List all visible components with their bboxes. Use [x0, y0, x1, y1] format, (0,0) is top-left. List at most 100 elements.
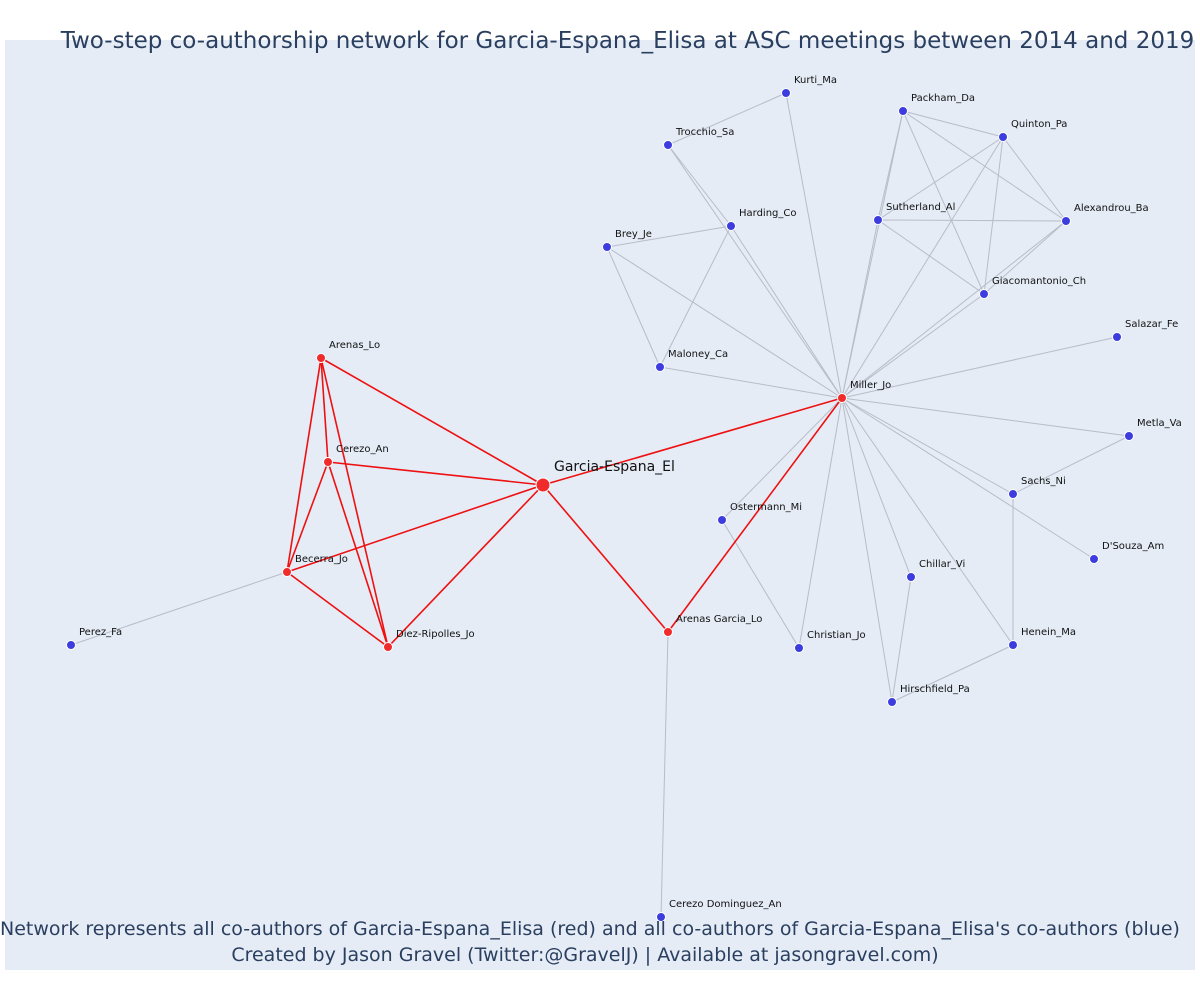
edge-harding-co-brey-je	[606, 225, 732, 248]
node-d-souza-am[interactable]	[1089, 554, 1099, 564]
node-kurti-ma[interactable]	[781, 88, 791, 98]
node-label-ostermann-mi: Ostermann_Mi	[730, 502, 802, 513]
edge-ostermann-mi-christian-jo	[721, 519, 800, 649]
node-alexandrou-ba[interactable]	[1061, 216, 1071, 226]
edge-miller-jo-brey-je	[606, 246, 843, 399]
node-label-sachs-ni: Sachs_Ni	[1021, 476, 1066, 487]
edge-miller-jo-alexandrou-ba	[841, 220, 1067, 399]
edge-miller-jo-christian-jo	[798, 397, 843, 649]
edge-miller-jo-giacomantonio-ch	[841, 293, 985, 399]
node-label-kurti-ma: Kurti_Ma	[794, 75, 837, 86]
edge-miller-jo-harding-co	[730, 225, 843, 399]
edge-becerra-jo-perez-fa	[70, 571, 288, 646]
node-label-christian-jo: Christian_Jo	[807, 630, 866, 641]
node-label-metla-va: Metla_Va	[1137, 418, 1182, 429]
plot-background	[5, 40, 1195, 970]
node-label-trocchio-sa: Trocchio_Sa	[675, 127, 734, 138]
edge-kurti-ma-trocchio-sa	[667, 92, 787, 146]
edge-miller-jo-hirschfield-pa	[841, 397, 893, 703]
edge-quinton-pa-alexandrou-ba	[1002, 136, 1067, 222]
edge-arenas-lo-diez-ripolles-jo	[320, 357, 389, 648]
node-hirschfield-pa[interactable]	[887, 697, 897, 707]
node-henein-ma[interactable]	[1008, 640, 1018, 650]
node-label-cerezo-dominguez-an: Cerezo Dominguez_An	[669, 899, 782, 910]
edge-henein-ma-hirschfield-pa	[891, 644, 1014, 703]
edge-arenas-lo-becerra-jo	[286, 357, 322, 573]
edge-trocchio-sa-harding-co	[667, 144, 732, 227]
edge-miller-jo-sachs-ni	[841, 397, 1014, 495]
node-arenas-garcia-lo[interactable]	[663, 627, 673, 637]
edge-metla-va-sachs-ni	[1012, 435, 1130, 495]
node-label-salazar-fe: Salazar_Fe	[1125, 319, 1178, 330]
node-arenas-lo[interactable]	[316, 353, 326, 363]
node-label-alexandrou-ba: Alexandrou_Ba	[1074, 203, 1149, 214]
node-sutherland-al[interactable]	[873, 215, 883, 225]
edge-garcia-espana-el-arenas-garcia-lo	[542, 484, 669, 633]
node-cerezo-an[interactable]	[323, 457, 333, 467]
edge-garcia-espana-el-diez-ripolles-jo	[387, 484, 544, 648]
node-label-hirschfield-pa: Hirschfield_Pa	[900, 684, 970, 695]
node-harding-co[interactable]	[726, 221, 736, 231]
edge-harding-co-maloney-ca	[659, 225, 732, 368]
node-perez-fa[interactable]	[66, 640, 76, 650]
node-quinton-pa[interactable]	[998, 132, 1008, 142]
node-layer[interactable]	[66, 88, 1134, 922]
node-label-sutherland-al: Sutherland_Al	[886, 202, 955, 213]
node-packham-da[interactable]	[898, 106, 908, 116]
edge-layer	[70, 92, 1130, 918]
node-label-d-souza-am: D'Souza_Am	[1102, 541, 1164, 552]
edge-cerezo-an-diez-ripolles-jo	[327, 461, 389, 648]
edge-becerra-jo-diez-ripolles-jo	[286, 571, 389, 648]
node-label-maloney-ca: Maloney_Ca	[668, 349, 728, 360]
edge-cerezo-an-becerra-jo	[286, 461, 329, 573]
node-metla-va[interactable]	[1124, 431, 1134, 441]
edge-brey-je-maloney-ca	[606, 246, 661, 368]
edge-sutherland-al-alexandrou-ba	[877, 219, 1067, 222]
edge-garcia-espana-el-cerezo-an	[327, 461, 544, 486]
node-label-perez-fa: Perez_Fa	[79, 627, 122, 638]
edge-alexandrou-ba-giacomantonio-ch	[983, 220, 1067, 295]
node-label-giacomantonio-ch: Giacomantonio_Ch	[992, 276, 1086, 287]
edge-arenas-garcia-lo-cerezo-dominguez-an	[660, 631, 669, 918]
node-garcia-espana-el[interactable]	[535, 477, 551, 493]
node-giacomantonio-ch[interactable]	[979, 289, 989, 299]
node-label-chillar-vi: Chillar_Vi	[919, 559, 965, 570]
node-ostermann-mi[interactable]	[717, 515, 727, 525]
node-christian-jo[interactable]	[794, 643, 804, 653]
caption-line-1: Network represents all co-authors of Gar…	[0, 918, 1180, 940]
node-trocchio-sa[interactable]	[663, 140, 673, 150]
node-label-quinton-pa: Quinton_Pa	[1011, 119, 1067, 130]
edge-miller-jo-sutherland-al	[841, 219, 879, 399]
edge-miller-jo-salazar-fe	[841, 336, 1118, 399]
edge-sutherland-al-giacomantonio-ch	[877, 219, 985, 295]
node-miller-jo[interactable]	[837, 393, 847, 403]
node-becerra-jo[interactable]	[282, 567, 292, 577]
edge-miller-jo-trocchio-sa	[667, 144, 843, 399]
node-brey-je[interactable]	[602, 242, 612, 252]
edge-arenas-garcia-lo-miller-jo	[667, 397, 843, 633]
node-cerezo-dominguez-an[interactable]	[656, 912, 666, 922]
node-chillar-vi[interactable]	[906, 572, 916, 582]
node-sachs-ni[interactable]	[1008, 489, 1018, 499]
edge-packham-da-quinton-pa	[902, 110, 1004, 138]
edge-miller-jo-maloney-ca	[659, 366, 843, 399]
edge-quinton-pa-sutherland-al	[877, 136, 1004, 221]
node-maloney-ca[interactable]	[655, 362, 665, 372]
edge-garcia-espana-el-arenas-lo	[320, 357, 544, 486]
edge-miller-jo-henein-ma	[841, 397, 1014, 646]
edge-miller-jo-d-souza-am	[841, 397, 1095, 560]
node-label-miller-jo: Miller_Jo	[850, 380, 891, 391]
node-diez-ripolles-jo[interactable]	[383, 642, 393, 652]
edge-garcia-espana-el-miller-jo	[542, 397, 843, 486]
node-label-diez-ripolles-jo: Diez-Ripolles_Jo	[396, 629, 475, 640]
node-salazar-fe[interactable]	[1112, 332, 1122, 342]
edge-miller-jo-kurti-ma	[785, 92, 843, 399]
edge-miller-jo-metla-va	[841, 397, 1130, 437]
node-label-cerezo-an: Cerezo_An	[336, 444, 389, 455]
node-label-henein-ma: Henein_Ma	[1021, 627, 1076, 638]
edge-miller-jo-ostermann-mi	[721, 397, 843, 521]
edge-packham-da-sutherland-al	[877, 110, 904, 221]
node-label-becerra-jo: Becerra_Jo	[295, 554, 348, 565]
node-label-packham-da: Packham_Da	[911, 93, 975, 104]
